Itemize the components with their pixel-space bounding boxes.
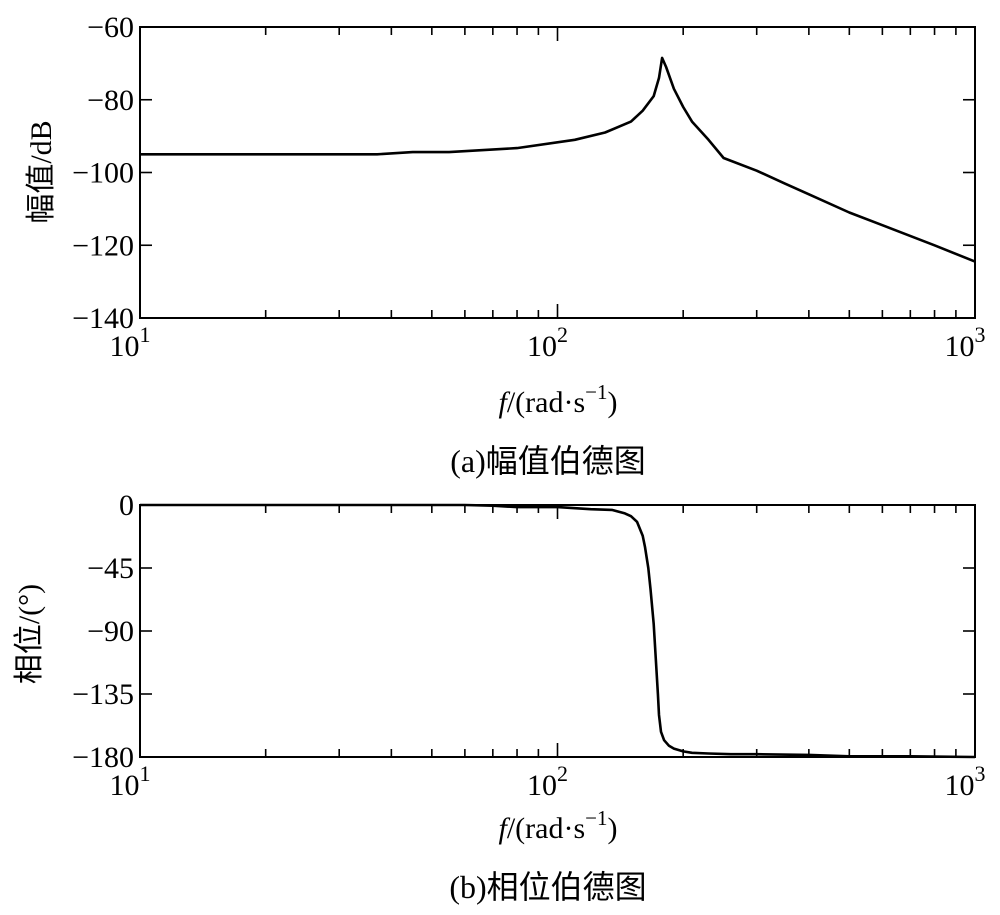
magnitude-plot: 101 102 103 −60 −80 −100 −120 −140 幅值/dB f/(rad… [25, 11, 986, 479]
y-tick-label: 0 [119, 489, 134, 522]
plot-frame [139, 26, 976, 319]
phase-curve [140, 503, 976, 759]
y-tick-label: −120 [72, 229, 134, 262]
x-tick-label: 101 [110, 322, 151, 363]
x-axis-label: f/(rad·s−1) [499, 806, 618, 845]
x-tick-label: 101 [110, 761, 151, 802]
x-axis-label: f/(rad·s−1) [499, 380, 618, 419]
x-tick-label: 102 [527, 761, 568, 802]
tick-label-group: 101 102 103 0 −45 −90 −135 −180 [72, 489, 985, 802]
y-tick-label: −140 [72, 302, 134, 335]
figure-caption-b: (b)相位伯德图 [449, 869, 646, 905]
figure-caption-a: (a)幅值伯德图 [450, 443, 646, 479]
x-tick-label: 102 [527, 322, 568, 363]
x-tick-label: 103 [945, 322, 986, 363]
phase-plot: 101 102 103 0 −45 −90 −135 −180 相位/(°) f/(rad·s… [13, 489, 986, 905]
y-tick-label: −90 [87, 615, 134, 648]
plot-frame [139, 504, 976, 758]
tick-label-group: 101 102 103 −60 −80 −100 −120 −140 [72, 11, 985, 363]
tick-group [139, 26, 976, 319]
y-tick-label: −60 [87, 11, 134, 44]
magnitude-curve [140, 56, 976, 263]
y-tick-label: −80 [87, 84, 134, 117]
y-tick-label: −180 [72, 741, 134, 774]
x-tick-label: 103 [945, 761, 986, 802]
y-tick-label: −100 [72, 157, 134, 190]
y-tick-label: −45 [87, 552, 134, 585]
y-axis-label: 幅值/dB [25, 120, 58, 223]
tick-group [139, 504, 976, 758]
y-axis-label: 相位/(°) [13, 584, 46, 684]
y-tick-label: −135 [72, 678, 134, 711]
